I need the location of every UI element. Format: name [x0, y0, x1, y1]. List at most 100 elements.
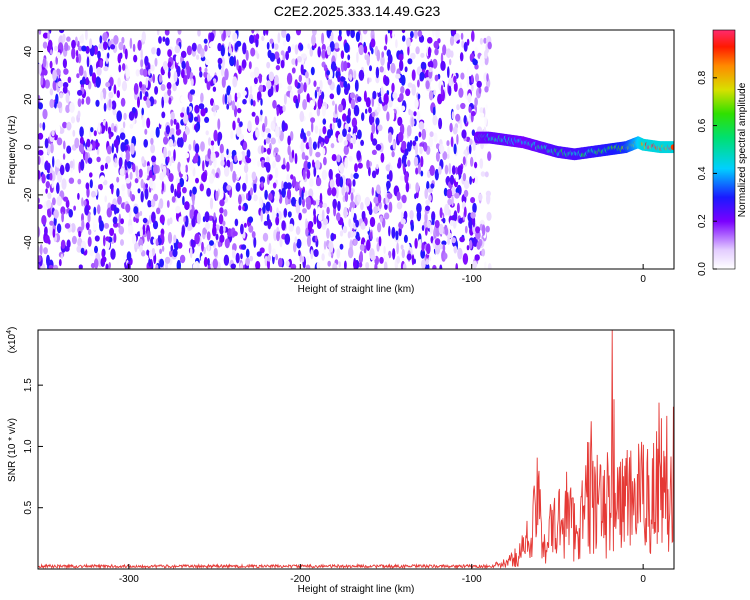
- noise-speck: [71, 39, 76, 49]
- noise-speck: [237, 107, 242, 114]
- noise-speck: [303, 132, 306, 142]
- noise-speck: [44, 234, 50, 244]
- noise-speck: [235, 182, 241, 192]
- noise-speck: [397, 131, 404, 143]
- noise-speck: [73, 205, 76, 211]
- noise-speck: [314, 89, 318, 99]
- noise-speck: [411, 254, 415, 266]
- noise-speck: [311, 34, 316, 46]
- noise-speck: [242, 141, 248, 150]
- noise-speck: [128, 225, 134, 235]
- noise-speck: [162, 60, 168, 71]
- noise-speck: [182, 195, 185, 206]
- noise-speck: [445, 48, 452, 59]
- noise-speck: [484, 115, 487, 127]
- noise-speck: [42, 32, 49, 39]
- noise-speck: [294, 44, 299, 55]
- noise-speck: [38, 255, 42, 263]
- noise-speck: [149, 177, 153, 189]
- noise-speck: [256, 251, 262, 257]
- noise-speck: [156, 30, 160, 36]
- noise-speck: [211, 145, 215, 151]
- noise-speck: [266, 254, 272, 262]
- noise-speck: [196, 54, 200, 60]
- noise-speck: [77, 110, 81, 119]
- noise-speck: [373, 206, 379, 214]
- noise-speck: [208, 42, 213, 48]
- noise-speck: [478, 87, 482, 94]
- noise-speck: [313, 214, 317, 225]
- noise-speck: [223, 30, 226, 41]
- noise-speck: [217, 118, 221, 130]
- noise-speck: [186, 106, 190, 116]
- noise-speck: [419, 142, 424, 148]
- noise-speck: [56, 101, 63, 109]
- noise-speck: [263, 139, 267, 146]
- noise-speck: [82, 121, 86, 128]
- noise-speck: [461, 129, 467, 139]
- noise-speck: [330, 128, 334, 136]
- noise-speck: [56, 68, 61, 76]
- noise-speck: [285, 33, 291, 42]
- noise-speck: [139, 245, 143, 253]
- noise-speck: [322, 118, 327, 125]
- noise-speck: [100, 90, 104, 101]
- noise-speck: [286, 161, 290, 172]
- noise-speck: [206, 79, 211, 91]
- noise-speck: [357, 129, 362, 140]
- noise-speck: [231, 100, 236, 111]
- noise-speck: [404, 66, 408, 73]
- noise-speck: [449, 122, 453, 133]
- noise-speck: [379, 256, 384, 264]
- noise-speck: [175, 205, 181, 214]
- spectrogram-x-ticks: -300 -200 -100 0: [119, 264, 646, 285]
- noise-speck: [388, 170, 393, 182]
- noise-speck: [265, 128, 271, 134]
- noise-speck: [140, 178, 144, 189]
- noise-speck: [163, 146, 168, 159]
- noise-speck: [432, 114, 438, 126]
- noise-speck: [478, 193, 483, 201]
- noise-speck: [117, 195, 122, 205]
- noise-speck: [86, 138, 91, 148]
- noise-speck: [450, 136, 454, 148]
- noise-speck: [481, 224, 486, 236]
- noise-speck: [453, 143, 457, 155]
- noise-speck: [108, 133, 112, 140]
- noise-speck: [118, 41, 124, 51]
- noise-speck: [367, 77, 370, 85]
- noise-speck: [245, 157, 252, 164]
- noise-speck: [434, 168, 439, 181]
- noise-speck: [401, 248, 405, 259]
- noise-speck: [42, 69, 48, 76]
- noise-speck: [263, 220, 269, 226]
- noise-speck: [192, 195, 195, 207]
- noise-speck: [182, 187, 187, 194]
- noise-speck: [150, 64, 155, 72]
- noise-speck: [417, 79, 420, 88]
- noise-speck: [487, 151, 492, 162]
- noise-speck: [275, 125, 280, 138]
- noise-speck: [350, 192, 354, 202]
- noise-speck: [442, 244, 446, 253]
- noise-speck: [410, 110, 414, 116]
- noise-speck: [38, 226, 41, 238]
- noise-speck: [403, 234, 408, 243]
- noise-speck: [386, 180, 391, 189]
- noise-speck: [148, 258, 152, 267]
- noise-speck: [298, 196, 302, 206]
- noise-speck: [401, 194, 407, 204]
- noise-speck: [111, 122, 115, 131]
- noise-speck: [213, 212, 216, 221]
- noise-speck: [192, 262, 198, 269]
- noise-speck: [453, 75, 457, 84]
- noise-speck: [193, 116, 199, 122]
- noise-speck: [189, 209, 194, 220]
- noise-speck: [246, 193, 249, 200]
- noise-speck: [378, 201, 382, 209]
- noise-speck: [391, 150, 395, 158]
- noise-speck: [476, 80, 482, 88]
- noise-speck: [383, 261, 388, 269]
- noise-speck: [138, 168, 143, 178]
- noise-speck: [119, 167, 125, 177]
